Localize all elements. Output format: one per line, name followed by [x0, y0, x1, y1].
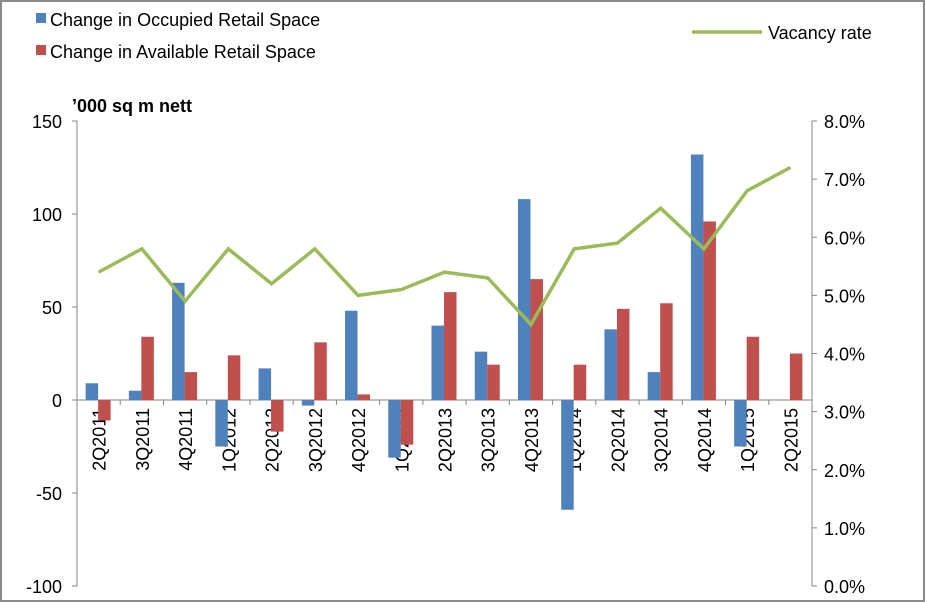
y2-tick-label: 1.0% [824, 519, 865, 539]
bar-occupied [215, 400, 228, 447]
x-tick-label: 4Q2012 [349, 408, 369, 472]
x-tick-label: 4Q2014 [695, 408, 715, 472]
bar-available [703, 221, 716, 400]
x-tick-label: 3Q2011 [133, 408, 153, 471]
bar-available [98, 400, 111, 421]
bar-available [184, 372, 198, 400]
bar-occupied [647, 372, 661, 400]
x-tick-label: 4Q2013 [522, 408, 542, 472]
x-tick-label: 4Q2011 [176, 408, 196, 471]
bar-occupied [301, 400, 315, 406]
bar-occupied [474, 351, 488, 400]
x-tick-label: 2Q2011 [90, 408, 110, 471]
legend: Change in Occupied Retail Space Change i… [36, 10, 872, 62]
bar-occupied [517, 199, 531, 400]
y-tick-label: -100 [26, 577, 62, 597]
bar-available [141, 336, 154, 400]
bar-available [357, 394, 371, 400]
bar-available [660, 303, 673, 400]
x-tick-label: 2Q2014 [608, 408, 628, 472]
y-tick-label: 100 [32, 205, 62, 225]
y2-tick-label: 5.0% [824, 286, 865, 306]
bar-occupied [258, 368, 272, 400]
bar-available [746, 336, 760, 400]
y2-tick-label: 7.0% [824, 170, 865, 190]
bar-available [227, 355, 241, 400]
y2-tick-label: 8.0% [824, 112, 865, 132]
bar-available [789, 353, 803, 400]
legend-label-vacancy: Vacancy rate [768, 23, 872, 43]
bar-occupied [85, 383, 99, 400]
y-tick-label: 0 [52, 391, 62, 411]
legend-marker-occupied [36, 13, 46, 23]
x-tick-label: 2Q2015 [781, 408, 801, 472]
bar-occupied [431, 325, 444, 400]
legend-marker-available [36, 45, 46, 55]
y-tick-label: -50 [36, 484, 62, 504]
x-tick-label: 2Q2013 [436, 408, 456, 472]
bar-available [314, 342, 327, 400]
y2-tick-label: 0.0% [824, 577, 865, 597]
bar-available [530, 279, 543, 400]
legend-label-available: Change in Available Retail Space [50, 42, 316, 62]
x-tick-label: 3Q2014 [652, 408, 672, 472]
y2-tick-label: 6.0% [824, 228, 865, 248]
bar-available [573, 364, 587, 400]
y-axis-title: ’000 sq m nett [72, 96, 192, 116]
bar-occupied [604, 329, 617, 400]
bar-occupied [128, 390, 142, 400]
y2-tick-label: 3.0% [824, 403, 865, 423]
bar-occupied [345, 310, 358, 400]
bar-occupied [172, 282, 185, 400]
bar-occupied [690, 154, 704, 400]
legend-label-occupied: Change in Occupied Retail Space [50, 10, 320, 30]
bar-occupied [561, 400, 574, 510]
bar-available [271, 400, 284, 432]
bar-available [444, 292, 457, 400]
bar-available [400, 400, 414, 445]
bar-available [616, 308, 630, 400]
x-tick-label: 3Q2013 [479, 408, 499, 472]
bar-occupied [734, 400, 747, 447]
y-tick-label: 150 [32, 112, 62, 132]
y-tick-label: 50 [42, 298, 62, 318]
y2-tick-label: 2.0% [824, 461, 865, 481]
x-tick-label: 3Q2012 [306, 408, 326, 472]
y2-tick-label: 4.0% [824, 345, 865, 365]
bar-available [487, 364, 500, 400]
bar-occupied [388, 400, 401, 458]
